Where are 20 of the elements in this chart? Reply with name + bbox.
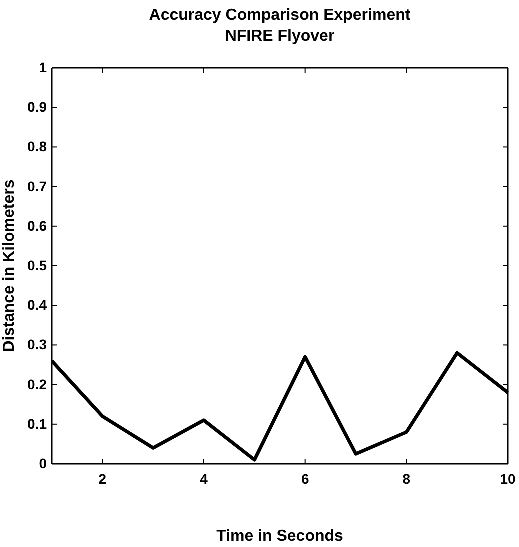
x-tick-label: 10: [500, 470, 516, 487]
y-tick-label: 0.9: [28, 99, 48, 116]
y-tick-label: 0.2: [28, 376, 48, 392]
x-axis-title: Time in Seconds: [216, 528, 344, 545]
y-tick-label: 0.3: [28, 336, 48, 353]
y-tick-label: 0.4: [28, 297, 48, 314]
y-axis-title: Distance in Kilometers: [1, 180, 18, 352]
chart-subtitle: NFIRE Flyover: [225, 28, 335, 45]
y-tick-label: 0.7: [28, 178, 48, 194]
y-tick-label: 0.6: [28, 218, 48, 234]
chart-title: Accuracy Comparison Experiment: [149, 7, 412, 24]
y-tick-label: 0.8: [28, 138, 48, 155]
x-tick-label: 6: [301, 470, 310, 487]
y-tick-label: 1: [39, 59, 48, 76]
y-tick-label: 0.5: [28, 257, 48, 274]
y-tick-label: 0.1: [28, 416, 48, 432]
x-tick-label: 8: [402, 470, 411, 487]
y-tick-label: 0: [39, 455, 48, 472]
x-tick-label: 4: [200, 470, 208, 487]
x-tick-label: 2: [98, 470, 107, 487]
